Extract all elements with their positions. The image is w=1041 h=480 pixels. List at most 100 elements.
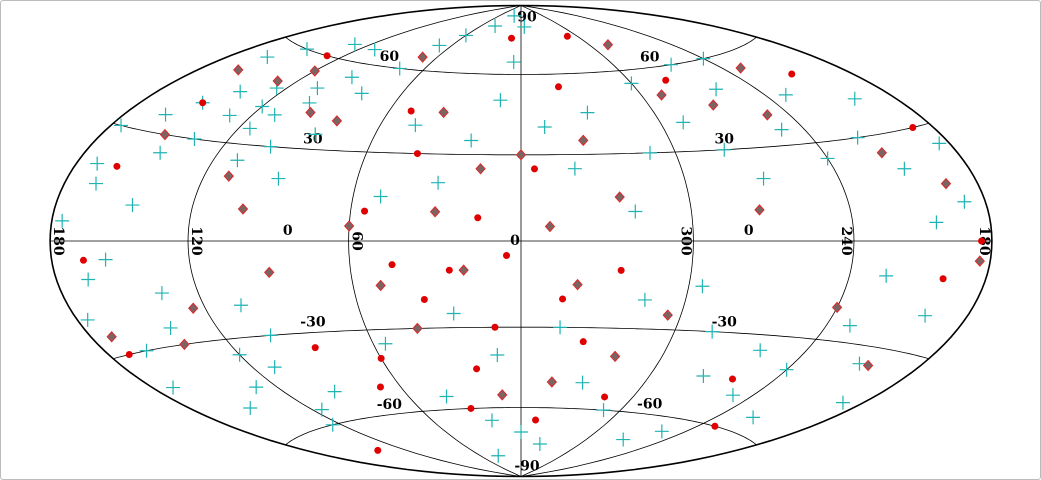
cross-point (835, 395, 850, 410)
cross-point (432, 38, 447, 53)
cross-point (879, 268, 894, 283)
cross-point (267, 360, 282, 375)
diamond-point (876, 147, 888, 159)
diamond-point (237, 203, 249, 215)
lat-label: -60 (377, 397, 403, 413)
cross-point (696, 51, 711, 66)
diamond-point (754, 204, 765, 216)
cross-point (506, 55, 521, 70)
dot-point (788, 70, 796, 78)
cross-point (232, 347, 247, 362)
cross-point (378, 336, 393, 351)
cross-point (187, 131, 202, 146)
diamond-point (974, 255, 986, 267)
dot-point (374, 446, 382, 454)
cross-point (154, 286, 169, 301)
cross-point (367, 42, 382, 57)
diamond-point (578, 134, 589, 147)
cross-point (263, 139, 278, 154)
cross-point (537, 120, 552, 135)
diamond-point (515, 149, 527, 161)
cross-point (725, 388, 740, 403)
cross-point (695, 279, 710, 294)
cross-point (392, 61, 407, 76)
diamond-point (233, 64, 244, 76)
dot-point (420, 295, 428, 303)
cross-point (637, 292, 652, 307)
cross-point (676, 115, 691, 130)
diamond-point (223, 170, 234, 182)
diamond-point (179, 338, 190, 351)
diamond-point (572, 278, 583, 291)
parallel (285, 407, 757, 446)
cross-point (233, 298, 248, 313)
dot-point (978, 237, 986, 245)
cross-point (267, 107, 282, 122)
dot-point (473, 365, 481, 373)
cross-point (302, 95, 317, 110)
cross-point (507, 8, 522, 23)
diamond-point (940, 177, 952, 190)
cross-point (153, 145, 168, 160)
cross-point (299, 42, 314, 57)
dot-point (579, 338, 587, 346)
dot-point (79, 256, 87, 264)
diamond-point (862, 359, 874, 372)
cross-point (746, 410, 761, 425)
cross-point (575, 375, 590, 390)
cross-point (166, 380, 181, 395)
dot-point (323, 52, 331, 60)
diamond-point (309, 65, 320, 77)
cross-point (89, 176, 104, 191)
lat-label: 60 (380, 49, 400, 65)
cross-point (354, 86, 369, 101)
cross-point (643, 145, 658, 160)
cross-point (158, 107, 173, 122)
cross-point (233, 84, 248, 99)
diamond-point (264, 266, 275, 279)
cross-point (929, 215, 944, 230)
cross-point (491, 448, 506, 463)
cross-point (493, 93, 508, 108)
lat-label: 90 (517, 10, 537, 26)
diamond-point (735, 62, 746, 74)
cross-point (327, 384, 342, 399)
diamond-point (656, 89, 667, 101)
dot-point (563, 32, 571, 40)
cross-point (80, 312, 95, 327)
diamond-point (614, 191, 625, 203)
dot-point (361, 207, 369, 215)
cross-point (696, 368, 711, 383)
cross-point (753, 343, 768, 358)
diamond-point (475, 163, 486, 175)
diamond-point (831, 301, 843, 314)
cross-point (774, 122, 789, 137)
cross-point (464, 133, 479, 148)
dot-point (532, 416, 540, 424)
cross-point (628, 204, 643, 219)
cross-point (81, 272, 96, 287)
cross-point (490, 347, 505, 362)
cross-point (484, 413, 499, 428)
cross-point (125, 198, 140, 213)
diamond-point (417, 51, 428, 63)
cross-point (897, 161, 912, 176)
dot-point (467, 404, 475, 412)
lat-label: 60 (640, 50, 660, 66)
cross-point (517, 19, 532, 34)
dot-point (125, 351, 133, 359)
cross-point (580, 105, 595, 120)
cross-point (255, 99, 270, 114)
diamond-point (429, 205, 441, 218)
lat-label: -60 (637, 396, 663, 412)
diamond-point (159, 128, 171, 141)
dot-point (311, 344, 319, 352)
dot-point (617, 266, 625, 274)
cross-point (852, 356, 867, 371)
cross-point (918, 308, 933, 323)
cross-point (114, 118, 129, 133)
cross-point (222, 108, 237, 123)
cross-point (260, 50, 275, 65)
diamond-point (602, 39, 614, 51)
